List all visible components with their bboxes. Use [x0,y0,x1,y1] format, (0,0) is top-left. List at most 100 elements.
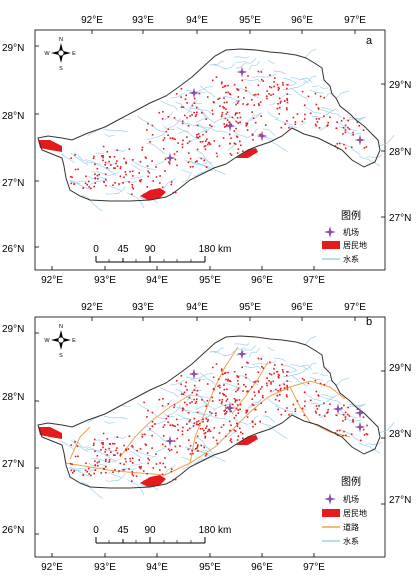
settlement-point [294,408,297,410]
river-segment [235,345,257,356]
settlement-point [261,78,263,81]
settlement-point [343,430,345,433]
legend: 图例 机场 居民地 水系 [322,209,367,264]
airport-marker [354,421,366,433]
river-segment [213,403,233,410]
settlement-point [276,107,279,110]
settlement-point [207,430,209,433]
settlement-point [177,142,179,144]
settlement-point [143,401,145,404]
river-segment [337,122,357,132]
settlement-point [104,451,106,453]
settlement-cluster [140,475,166,487]
settlement-point [188,439,190,441]
settlement-point [155,166,157,168]
settlement-point [131,471,133,473]
settlement-point [226,388,228,391]
lon-label-top: 94°E [186,302,208,313]
settlement-point [86,183,88,186]
settlement-point [315,125,317,127]
river-segment [108,459,120,464]
river-segment [186,99,198,114]
settlement-point [141,146,144,149]
settlement-point [362,416,365,418]
settlement-point [261,386,263,388]
settlement-point [88,180,90,183]
settlement-point [296,400,299,402]
settlement-point [227,380,229,382]
settlement-point [189,115,191,117]
settlement-point [228,420,231,423]
river-segment [146,420,166,428]
settlement-point [96,454,99,457]
settlement-point [135,475,138,477]
settlement-point [343,143,345,146]
river-segment [130,163,142,172]
settlement-point [224,409,226,411]
settlement-point [205,453,208,455]
settlement-point [307,95,310,98]
settlement-point [184,114,186,117]
settlement-point [192,165,194,168]
settlement-point [344,416,347,418]
settlement-point [352,421,354,423]
river-segment [267,346,275,351]
settlement-point [363,147,366,149]
settlement-point [272,380,275,383]
river-segment [302,362,317,371]
settlement-point [104,460,107,463]
settlement-point [131,175,134,177]
settlement-point [119,454,122,457]
river-segment [69,466,81,472]
river-segment [302,75,317,84]
settlement-point [352,131,354,134]
settlement-point [204,436,206,439]
settlement-point [148,172,151,174]
settlement-point [286,99,289,101]
settlement-point [218,97,221,100]
settlement-point [173,153,176,155]
river-segment [72,152,88,162]
settlement-point [114,469,116,471]
river-segment [118,186,126,194]
settlement-point [176,451,178,454]
settlement-point [259,388,262,390]
settlement-point [88,473,90,475]
settlement-point [286,386,289,388]
lon-label-bottom: 97°E [303,275,325,286]
settlement-point [270,86,273,89]
river-segment [213,65,227,70]
settlement-point [85,175,87,178]
legend-water-label: 水系 [343,254,359,264]
settlement-point [338,429,341,432]
settlement-point [224,413,226,415]
settlement-point [82,187,85,189]
settlement-point [347,126,349,129]
scale-label: 0 [93,244,99,255]
settlement-point [125,448,127,450]
settlement-point [191,104,194,107]
river-segment [248,348,261,358]
river-segment [88,462,100,467]
settlement-point [170,448,173,451]
settlement-point [317,108,320,110]
settlement-point [323,383,326,386]
settlement-point [277,89,280,91]
settlement-point [269,85,271,88]
settlement-point [195,161,197,163]
settlement-point [142,470,145,472]
settlement-point [198,135,201,138]
river-segment [87,129,99,137]
river-segment [147,429,166,442]
settlement-point [76,445,79,448]
settlement-point [233,417,236,419]
settlement-point [212,376,215,379]
settlement-point [212,113,214,115]
settlement-point [234,399,237,402]
settlement-point [245,86,247,89]
settlement-point [170,181,173,183]
river-segment [319,412,328,418]
settlement-point [247,362,249,364]
settlement-point [336,429,339,432]
settlement-point [94,182,97,184]
